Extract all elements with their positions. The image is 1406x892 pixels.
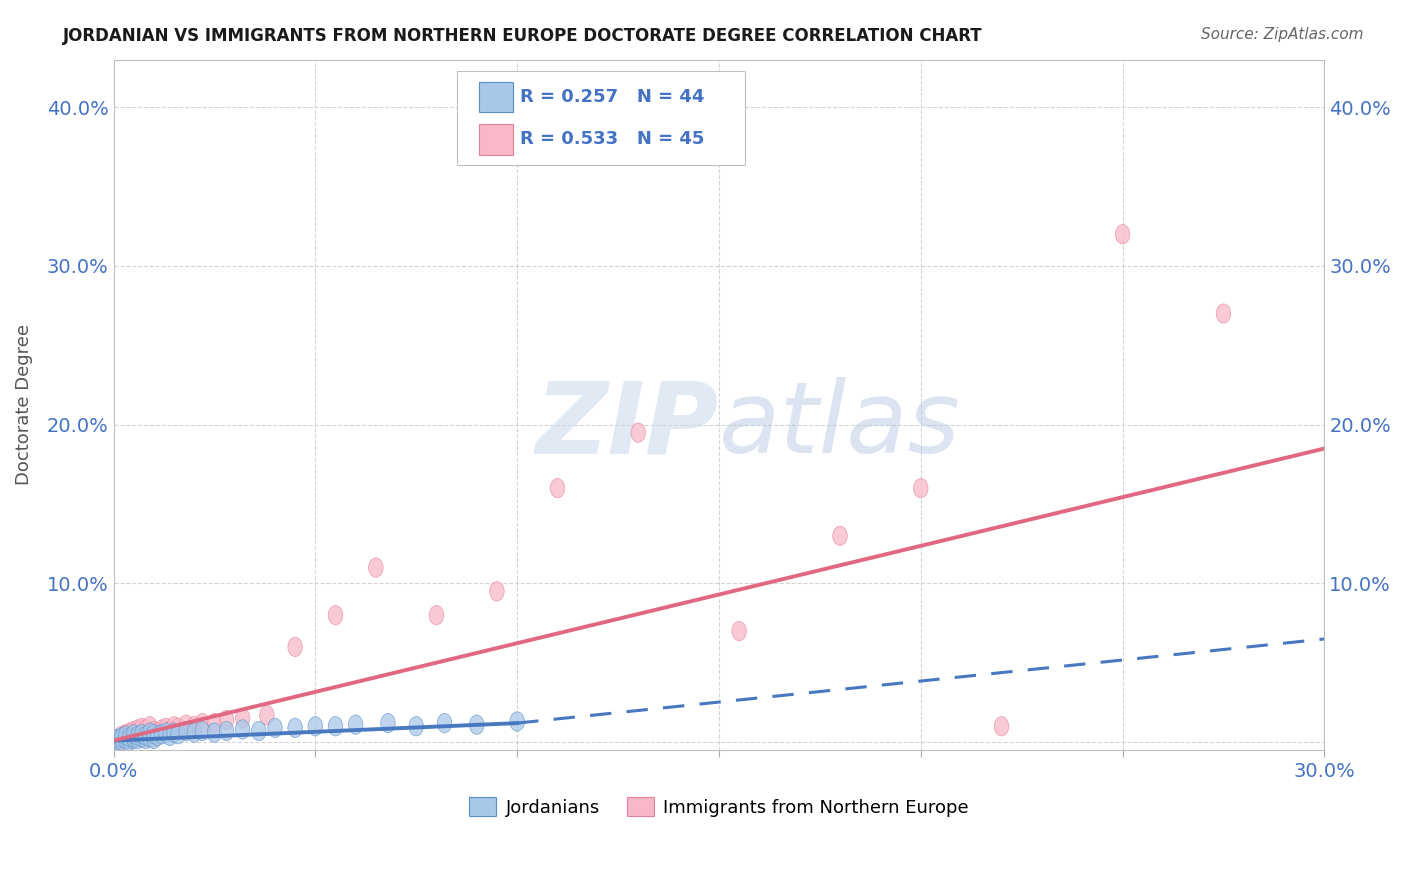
Ellipse shape <box>127 724 141 744</box>
Ellipse shape <box>163 726 177 746</box>
Ellipse shape <box>114 726 129 746</box>
Ellipse shape <box>150 723 165 742</box>
Ellipse shape <box>127 728 141 747</box>
Text: JORDANIAN VS IMMIGRANTS FROM NORTHERN EUROPE DOCTORATE DEGREE CORRELATION CHART: JORDANIAN VS IMMIGRANTS FROM NORTHERN EU… <box>63 27 983 45</box>
Ellipse shape <box>127 728 141 747</box>
Ellipse shape <box>179 722 194 740</box>
Ellipse shape <box>267 718 283 738</box>
Ellipse shape <box>235 720 250 739</box>
Ellipse shape <box>187 716 201 736</box>
Ellipse shape <box>1115 225 1130 244</box>
Ellipse shape <box>110 730 125 748</box>
Ellipse shape <box>288 718 302 738</box>
Ellipse shape <box>510 712 524 731</box>
Ellipse shape <box>994 716 1008 736</box>
Ellipse shape <box>170 718 186 738</box>
Ellipse shape <box>159 723 173 742</box>
Ellipse shape <box>155 720 169 739</box>
Ellipse shape <box>142 723 157 742</box>
Ellipse shape <box>409 716 423 736</box>
Ellipse shape <box>146 730 162 748</box>
Text: Source: ZipAtlas.com: Source: ZipAtlas.com <box>1201 27 1364 42</box>
Ellipse shape <box>381 714 395 732</box>
Text: R = 0.257   N = 44: R = 0.257 N = 44 <box>520 88 704 106</box>
Ellipse shape <box>142 728 157 747</box>
Ellipse shape <box>122 728 136 747</box>
Ellipse shape <box>163 722 177 740</box>
Ellipse shape <box>187 723 201 742</box>
Ellipse shape <box>368 558 382 577</box>
Ellipse shape <box>167 716 181 736</box>
Text: atlas: atlas <box>718 377 960 474</box>
Ellipse shape <box>219 710 233 730</box>
Ellipse shape <box>914 478 928 498</box>
Ellipse shape <box>122 731 136 750</box>
Ellipse shape <box>118 726 134 746</box>
Text: R = 0.533   N = 45: R = 0.533 N = 45 <box>520 130 704 148</box>
Ellipse shape <box>131 726 145 746</box>
Ellipse shape <box>135 724 149 744</box>
Ellipse shape <box>118 730 134 748</box>
Ellipse shape <box>118 728 134 747</box>
Ellipse shape <box>146 724 162 744</box>
Ellipse shape <box>195 722 209 740</box>
Ellipse shape <box>131 730 145 748</box>
Ellipse shape <box>308 716 322 736</box>
Ellipse shape <box>110 731 125 750</box>
Text: ZIP: ZIP <box>536 377 718 474</box>
Ellipse shape <box>114 728 129 747</box>
Ellipse shape <box>139 724 153 744</box>
Ellipse shape <box>235 708 250 728</box>
Ellipse shape <box>135 728 149 747</box>
Ellipse shape <box>328 716 343 736</box>
Ellipse shape <box>170 724 186 744</box>
Ellipse shape <box>139 730 153 748</box>
Ellipse shape <box>131 720 145 739</box>
Ellipse shape <box>146 722 162 740</box>
Ellipse shape <box>110 730 125 748</box>
Ellipse shape <box>252 722 266 740</box>
Ellipse shape <box>207 723 222 742</box>
Ellipse shape <box>733 622 747 640</box>
Ellipse shape <box>1216 304 1230 323</box>
Ellipse shape <box>150 726 165 746</box>
Ellipse shape <box>550 478 565 498</box>
Ellipse shape <box>127 730 141 748</box>
Ellipse shape <box>127 722 141 740</box>
Ellipse shape <box>207 714 222 732</box>
Ellipse shape <box>114 731 129 750</box>
Ellipse shape <box>429 606 444 624</box>
Ellipse shape <box>179 715 194 734</box>
Ellipse shape <box>142 726 157 746</box>
Ellipse shape <box>139 720 153 739</box>
Legend: Jordanians, Immigrants from Northern Europe: Jordanians, Immigrants from Northern Eur… <box>463 790 976 824</box>
Ellipse shape <box>155 724 169 744</box>
Ellipse shape <box>114 731 129 750</box>
Ellipse shape <box>142 716 157 736</box>
Ellipse shape <box>631 423 645 442</box>
Ellipse shape <box>139 726 153 746</box>
Ellipse shape <box>167 723 181 742</box>
Ellipse shape <box>118 724 134 744</box>
Ellipse shape <box>146 728 162 747</box>
Y-axis label: Doctorate Degree: Doctorate Degree <box>15 325 32 485</box>
Ellipse shape <box>328 606 343 624</box>
Ellipse shape <box>159 718 173 738</box>
Ellipse shape <box>470 715 484 734</box>
Ellipse shape <box>131 726 145 746</box>
Ellipse shape <box>135 718 149 738</box>
Ellipse shape <box>195 714 209 732</box>
Ellipse shape <box>489 582 505 601</box>
Ellipse shape <box>219 722 233 740</box>
Ellipse shape <box>135 728 149 747</box>
Ellipse shape <box>260 706 274 725</box>
Ellipse shape <box>349 715 363 734</box>
Ellipse shape <box>437 714 451 732</box>
Ellipse shape <box>122 730 136 748</box>
Ellipse shape <box>122 723 136 742</box>
Ellipse shape <box>288 637 302 657</box>
Ellipse shape <box>832 526 848 546</box>
